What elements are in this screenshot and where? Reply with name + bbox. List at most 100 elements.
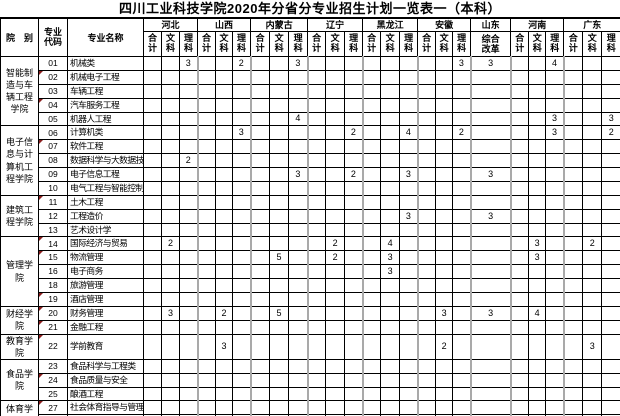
value-cell-08-14: [399, 153, 419, 168]
value-cell-02-17: [452, 69, 472, 85]
major-row-02: 02 机械电子工程: [1, 69, 620, 85]
value-cell-09-23: [582, 167, 603, 182]
value-cell-27-5: [232, 400, 252, 416]
value-cell-15-20: 3: [528, 250, 547, 266]
value-cell-01-9: [306, 56, 327, 71]
value-cell-15-21: [545, 250, 565, 266]
value-cell-19-17: [452, 291, 472, 307]
major-code-cell-05: 05: [38, 111, 68, 127]
value-cell-06-7: [269, 125, 290, 141]
subject-header: 合计: [143, 31, 162, 57]
value-cell-16-18: [469, 264, 512, 279]
value-cell-23-18: [469, 358, 512, 374]
value-cell-04-7: [269, 97, 290, 113]
value-cell-08-4: [215, 153, 234, 168]
province-header-5: 安徽: [417, 17, 472, 32]
value-cell-13-23: [582, 222, 603, 238]
value-cell-24-6: [249, 372, 271, 388]
value-cell-22-15: [416, 333, 437, 360]
value-cell-12-1: [161, 208, 180, 224]
value-cell-02-18: [469, 69, 512, 85]
value-cell-02-12: [361, 69, 382, 85]
value-cell-22-16: 2: [435, 333, 454, 360]
value-cell-14-21: [545, 236, 565, 252]
value-cell-23-7: [269, 358, 290, 374]
major-row-03: 03 车辆工程: [1, 83, 620, 99]
value-cell-11-14: [399, 194, 419, 210]
value-cell-14-20: 3: [528, 236, 547, 252]
value-cell-13-7: [269, 222, 290, 238]
value-cell-11-19: [509, 194, 530, 210]
value-cell-12-7: [269, 208, 290, 224]
value-cell-22-23: 3: [582, 333, 603, 360]
value-cell-25-0: [143, 386, 162, 402]
value-cell-11-24: [601, 194, 620, 210]
value-cell-10-9: [306, 180, 327, 196]
value-cell-15-18: [469, 250, 512, 266]
value-cell-04-3: [196, 97, 217, 113]
value-cell-10-24: [601, 180, 620, 196]
value-cell-02-24: [601, 69, 620, 85]
value-cell-13-22: [562, 222, 584, 238]
value-cell-01-2: 3: [178, 56, 199, 71]
college-cell-4: 财经学院: [0, 305, 39, 335]
value-cell-18-22: [562, 278, 584, 293]
value-cell-02-1: [161, 69, 180, 85]
value-cell-27-19: [509, 400, 530, 416]
value-cell-19-14: [399, 291, 419, 307]
value-cell-16-1: [161, 264, 180, 279]
major-name-cell-05: 机器人工程: [67, 111, 144, 127]
value-cell-19-4: [215, 291, 234, 307]
value-cell-23-16: [435, 358, 454, 374]
value-cell-11-3: [196, 194, 217, 210]
value-cell-22-10: [325, 333, 346, 360]
value-cell-24-23: [582, 372, 603, 388]
value-cell-18-15: [416, 278, 437, 293]
value-cell-24-18: [469, 372, 512, 388]
value-cell-21-23: [582, 319, 603, 335]
value-cell-11-22: [562, 194, 584, 210]
value-cell-04-10: [325, 97, 346, 113]
college-cell-6: 食品学院: [0, 358, 39, 402]
value-cell-05-8: 4: [288, 111, 309, 127]
value-cell-06-6: [249, 125, 271, 141]
value-cell-13-14: [399, 222, 419, 238]
value-cell-04-12: [361, 97, 382, 113]
value-cell-20-5: [232, 305, 252, 321]
value-cell-06-20: [528, 125, 547, 141]
value-cell-08-5: [232, 153, 252, 168]
province-header-0: 河北: [142, 17, 199, 32]
value-cell-03-10: [325, 83, 346, 99]
value-cell-21-18: [469, 319, 512, 335]
value-cell-13-13: [380, 222, 401, 238]
major-code-cell-21: 21: [38, 319, 68, 335]
value-cell-23-15: [416, 358, 437, 374]
subject-header-text: 理科: [456, 33, 467, 53]
value-cell-13-4: [215, 222, 234, 238]
value-cell-14-13: 4: [380, 236, 401, 252]
value-cell-08-12: [361, 153, 382, 168]
value-cell-01-13: [380, 56, 401, 71]
value-cell-07-16: [435, 139, 454, 155]
value-cell-05-13: [380, 111, 401, 127]
value-cell-08-23: [582, 153, 603, 168]
value-cell-14-24: [601, 236, 620, 252]
value-cell-03-11: [344, 83, 364, 99]
value-cell-10-17: [452, 180, 472, 196]
value-cell-22-14: [399, 333, 419, 360]
value-cell-01-14: [399, 56, 419, 71]
value-cell-04-2: [178, 97, 199, 113]
value-cell-03-17: [452, 83, 472, 99]
subject-header-text: 理科: [236, 33, 247, 53]
value-cell-18-17: [452, 278, 472, 293]
value-cell-12-9: [306, 208, 327, 224]
value-cell-15-14: [399, 250, 419, 266]
value-cell-21-16: [435, 319, 454, 335]
value-cell-10-19: [509, 180, 530, 196]
value-cell-24-24: [601, 372, 620, 388]
value-cell-04-16: [435, 97, 454, 113]
value-cell-27-18: [469, 400, 512, 416]
value-cell-21-24: [601, 319, 620, 335]
value-cell-27-22: [562, 400, 584, 416]
value-cell-04-23: [582, 97, 603, 113]
